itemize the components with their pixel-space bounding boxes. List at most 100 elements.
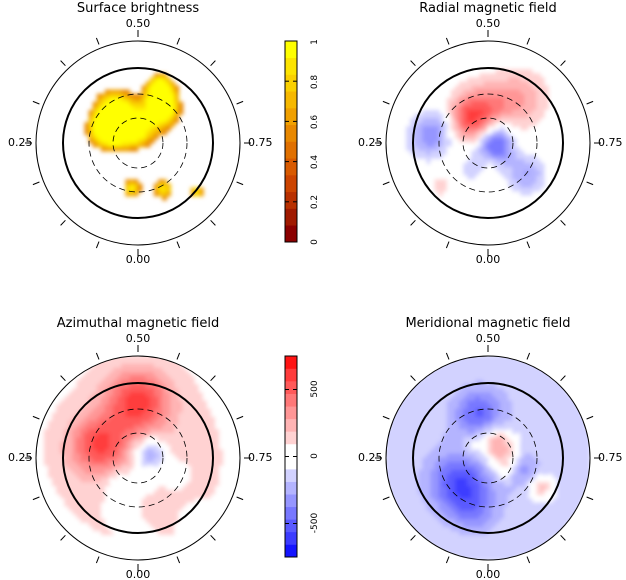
map-cell <box>145 388 151 394</box>
map-cell <box>96 400 102 406</box>
map-cell <box>182 526 188 532</box>
map-cell <box>471 85 477 91</box>
map-cell <box>520 130 526 136</box>
map-cell <box>149 531 155 536</box>
map-cell <box>544 171 550 177</box>
map-cell <box>532 531 538 536</box>
map-cell <box>454 445 460 451</box>
map-cell <box>520 146 526 152</box>
map-cell <box>235 453 240 459</box>
map-cell <box>450 502 456 508</box>
map-cell <box>548 81 554 87</box>
map-cell <box>389 429 395 434</box>
map-cell <box>459 130 464 136</box>
map-cell <box>581 465 587 471</box>
map-cell <box>508 424 513 430</box>
map-cell <box>540 85 546 91</box>
map-cell <box>471 547 477 553</box>
map-cell <box>227 416 233 422</box>
map-cell <box>206 526 212 532</box>
map-cell <box>520 195 526 201</box>
map-cell <box>536 367 542 373</box>
map-cell <box>512 388 517 394</box>
map-cell <box>495 371 501 377</box>
map-cell <box>406 396 411 402</box>
map-cell <box>182 367 188 373</box>
map-cell <box>137 356 143 361</box>
map-cell <box>88 380 94 385</box>
map-cell <box>145 396 151 402</box>
map-cell <box>137 183 143 189</box>
map-cell <box>88 478 94 483</box>
map-cell <box>540 81 546 87</box>
map-cells <box>84 73 204 201</box>
map-cell <box>524 101 530 107</box>
map-cell <box>84 126 90 132</box>
map-cell <box>68 384 74 390</box>
map-cell <box>540 380 546 385</box>
map-cell <box>446 416 452 422</box>
map-cell <box>64 441 70 447</box>
latitude-circle <box>112 117 164 169</box>
map-cell <box>80 412 86 418</box>
map-cell <box>520 408 526 414</box>
map-cell <box>153 506 159 512</box>
map-cell <box>487 371 493 377</box>
map-cell <box>198 469 204 475</box>
map-cell <box>149 367 155 373</box>
map-cell <box>198 445 204 451</box>
map-cell <box>450 412 456 418</box>
map-cell <box>467 518 473 524</box>
map-cell <box>418 498 424 504</box>
map-cell <box>503 522 509 528</box>
map-cell <box>39 441 45 447</box>
map-cell <box>516 146 522 152</box>
map-cell <box>178 376 184 381</box>
map-cell <box>520 384 526 390</box>
map-cell <box>499 424 505 430</box>
map-cell <box>397 408 403 414</box>
map-cell <box>524 97 530 103</box>
map-cell <box>532 404 538 410</box>
map-cell <box>430 384 436 390</box>
map-cell <box>454 163 460 168</box>
map-cell <box>495 171 501 177</box>
map-cell <box>495 105 501 111</box>
map-cell <box>178 420 184 426</box>
map-cell <box>532 93 538 99</box>
map-cell <box>552 388 558 394</box>
map-cell <box>418 122 424 128</box>
map-cell <box>446 469 452 475</box>
map-cell <box>113 142 118 148</box>
map-cell <box>463 93 468 99</box>
map-cell <box>483 494 489 500</box>
map-cell <box>463 396 468 402</box>
map-cell <box>186 388 192 394</box>
map-cell <box>569 486 575 492</box>
map-cell <box>166 502 172 508</box>
map-cell <box>149 392 155 398</box>
map-cell <box>202 461 208 467</box>
map-cell <box>516 498 522 504</box>
map-cell <box>96 441 102 447</box>
map-cell <box>499 441 505 447</box>
map-cell <box>80 482 86 487</box>
map-cell <box>206 465 212 471</box>
map-cell <box>397 502 403 508</box>
map-cell <box>467 167 473 172</box>
map-cell <box>516 171 522 177</box>
map-cell <box>76 535 82 540</box>
map-cell <box>483 518 489 524</box>
map-cell <box>190 396 196 402</box>
map-cell <box>536 81 542 87</box>
map-cell <box>540 384 546 390</box>
map-cell <box>516 437 522 443</box>
map-cell <box>125 396 131 402</box>
map-cell <box>137 367 143 373</box>
map-cell <box>401 424 407 430</box>
map-cell <box>418 384 424 390</box>
map-cell <box>223 469 229 475</box>
map-cell <box>544 482 550 487</box>
map-cell <box>84 506 90 512</box>
map-cell <box>491 490 497 496</box>
